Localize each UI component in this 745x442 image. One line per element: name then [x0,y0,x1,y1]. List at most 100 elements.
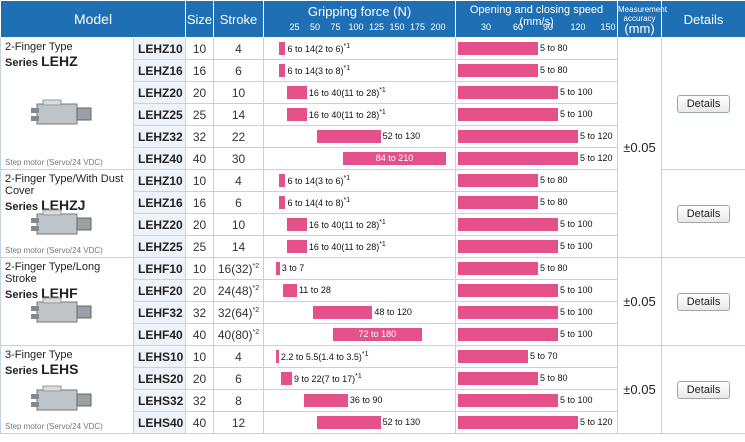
stroke-text: 24(48) [217,283,253,298]
speed-tick-label: 90 [543,22,554,32]
gripping-force-bar [281,372,293,385]
gripping-force-cell: 16 to 40(11 to 28)*1 [263,81,457,104]
stroke-footnote: *2 [252,262,260,270]
speed-bar [458,174,539,187]
force-label-text: 6 to 14(3 to 8) [287,66,344,76]
size-value: 32 [185,389,215,412]
force-tick-label: 150 [389,22,405,32]
speed-title: Opening and closing speed (mm/s) [469,4,604,28]
stroke-value: 30 [213,147,265,170]
speed-cell: 5 to 100 [455,389,619,412]
gripping-force-cell: 16 to 40(11 to 28)*1 [263,103,457,126]
gripping-force-cell: 9 to 22(7 to 17)*1 [263,367,457,390]
speed-cell: 5 to 100 [455,301,619,324]
table-row: LEHF20 20 24(48)*2 11 to 28 5 to 100 [1,279,745,302]
size-value: 32 [185,125,215,148]
table-row: LEHZ25 25 14 16 to 40(11 to 28)*1 5 to 100 [1,235,745,258]
force-label-text: 52 to 130 [382,131,421,141]
gripping-force-label: 16 to 40(11 to 28)*1 [309,241,386,252]
gripping-force-cell: 52 to 130 [263,125,457,148]
model-code: LEHZ25 [132,235,187,258]
speed-cell: 5 to 100 [455,213,619,236]
speed-label: 5 to 120 [580,131,613,141]
force-tick-label: 50 [310,22,321,32]
force-footnote: *1 [343,197,351,204]
speed-bar [458,108,559,121]
size-value: 32 [185,301,215,324]
stroke-text: 6 [235,371,242,386]
gripping-force-bar [316,416,381,429]
col-accuracy: Measurement accuracy (mm) [617,0,667,38]
speed-tick-label: 30 [481,22,492,32]
stroke-value: 22 [213,125,265,148]
force-label-text: 52 to 130 [382,417,421,427]
size-value: 20 [185,213,215,236]
force-footnote: *1 [379,219,386,226]
model-type-name: 2-Finger Type/Long Stroke [5,261,101,285]
force-label-text: 16 to 40(11 to 28) [308,110,380,120]
gripping-force-cell: 16 to 40(11 to 28)*1 [263,213,457,236]
gripping-force-bar [313,306,373,319]
speed-label: 5 to 100 [560,329,593,339]
speed-bar [458,306,559,319]
table-row: 3-Finger Type Series LEHS Step motor (Serv… [0,345,745,434]
stroke-value: 40(80)*2 [213,323,265,346]
gripping-force-cell: 52 to 130 [263,411,457,434]
details-cell: Details [661,345,745,434]
product-image [29,380,99,420]
speed-cell: 5 to 80 [455,59,619,82]
model-code: LEHS10 [132,345,187,368]
details-button[interactable]: Details [676,380,731,399]
speed-label: 5 to 100 [560,395,593,405]
gripping-force-label: 84 to 210 [343,153,446,163]
details-button[interactable]: Details [676,204,731,223]
gripping-force-bar [333,328,422,341]
speed-cell: 5 to 100 [455,323,619,346]
speed-bar [458,350,529,363]
speed-label: 5 to 100 [560,109,593,119]
table-row: LEHS40 40 12 52 to 130 5 to 120 [1,411,745,434]
stroke-value: 4 [213,169,265,192]
size-value: 20 [185,81,215,104]
size-value: 20 [185,279,215,302]
speed-label: 5 to 100 [560,307,593,317]
table-row: 2-Finger Type/With Dust Cover Series LEHZ… [0,169,745,258]
model-code: LEHZ20 [132,81,187,104]
gripping-force-cell: 2.2 to 5.5(1.4 to 3.5)*1 [263,345,457,368]
gripping-force-bar [276,262,280,275]
model-code: LEHS32 [132,389,187,412]
force-label-text: 16 to 40(11 to 28) [308,88,380,98]
force-tick-label: 200 [430,22,446,32]
gripping-force-label: 52 to 130 [383,131,421,141]
speed-label: 5 to 80 [540,373,568,383]
gripping-force-bar [287,218,307,231]
gripping-force-cell: 6 to 14(4 to 8)*1 [263,191,457,214]
size-value: 16 [185,59,215,82]
force-label-text: 9 to 22(7 to 17) [294,374,356,384]
table-row: LEHZ20 20 10 16 to 40(11 to 28)*1 5 to 100 [1,81,745,104]
size-value: 10 [185,345,215,368]
stroke-text: 10 [231,217,246,232]
product-image [29,204,99,244]
table-row: 2-Finger Type Series LEHZ Step motor (Serv… [0,37,745,258]
details-button[interactable]: Details [676,94,731,113]
gripping-force-label: 6 to 14(3 to 6)*1 [287,175,350,186]
size-value: 10 [185,257,215,280]
stroke-value: 4 [213,37,265,60]
force-label-text: 6 to 14(4 to 8) [287,198,344,208]
stroke-text: 6 [235,63,242,78]
force-label-text: 16 to 40(11 to 28) [308,220,380,230]
model-cell: 2-Finger Type/Long Stroke Series LEHF [0,257,134,346]
details-button[interactable]: Details [676,292,731,311]
details-cell: Details [661,169,745,258]
stroke-value: 12 [213,411,265,434]
speed-bar [458,394,559,407]
stroke-text: 32(64) [217,305,253,320]
series-name: LEHZ [41,53,78,69]
stroke-text: 14 [231,107,246,122]
force-label-text: 72 to 180 [358,329,397,339]
model-code: LEHZ40 [132,147,187,170]
speed-label: 5 to 120 [580,153,613,163]
stroke-text: 30 [231,151,246,166]
